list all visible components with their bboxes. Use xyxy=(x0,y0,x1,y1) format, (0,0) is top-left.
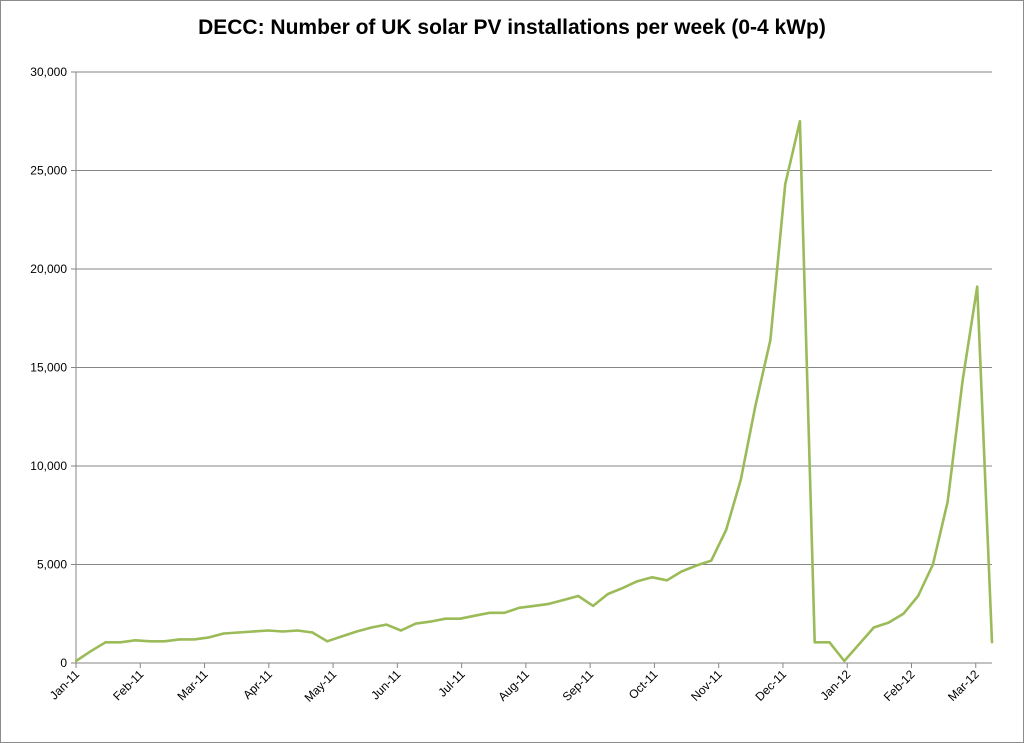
x-tick-label: Feb-11 xyxy=(110,667,146,703)
data-point xyxy=(739,478,742,481)
data-point xyxy=(562,598,565,602)
data-point xyxy=(399,629,403,632)
x-tick-label: Jan-11 xyxy=(47,667,82,702)
data-point xyxy=(724,528,728,532)
x-tick-label: Aug-11 xyxy=(495,667,532,704)
data-point xyxy=(281,630,284,633)
data-point xyxy=(990,641,994,644)
data-point xyxy=(326,640,329,643)
data-point xyxy=(591,604,595,608)
data-point xyxy=(754,403,757,407)
data-point xyxy=(458,617,462,620)
data-point xyxy=(931,563,935,566)
data-point xyxy=(961,380,964,383)
data-point xyxy=(296,629,299,632)
data-point xyxy=(828,641,831,644)
data-point xyxy=(207,636,211,639)
x-tick-label: Sep-11 xyxy=(560,667,597,704)
series-line xyxy=(75,120,994,663)
data-point xyxy=(946,500,949,503)
x-tick-label: Apr-11 xyxy=(240,667,275,702)
data-point xyxy=(857,643,861,646)
data-point xyxy=(104,641,107,644)
data-point xyxy=(74,659,78,663)
data-point xyxy=(340,635,344,638)
data-point xyxy=(252,630,255,633)
y-tick-label: 20,000 xyxy=(30,262,67,276)
data-point xyxy=(473,614,477,617)
x-tick-label: Dec-11 xyxy=(752,667,789,704)
y-tick-label: 10,000 xyxy=(30,459,67,473)
data-point xyxy=(429,620,432,623)
data-point xyxy=(488,611,491,614)
data-point xyxy=(266,629,270,632)
data-point xyxy=(680,570,683,573)
data-point xyxy=(119,641,122,644)
data-point xyxy=(385,623,388,626)
data-point xyxy=(665,579,669,582)
data-point xyxy=(89,650,93,653)
data-point xyxy=(813,641,816,644)
data-point xyxy=(414,622,417,625)
data-point xyxy=(163,640,166,643)
data-point xyxy=(532,604,536,608)
data-point xyxy=(577,594,580,598)
data-point xyxy=(769,338,772,342)
data-point xyxy=(444,617,447,620)
data-point xyxy=(902,612,905,615)
data-point xyxy=(636,580,639,583)
data-point xyxy=(193,638,196,641)
x-tick-label: Oct-11 xyxy=(626,667,661,702)
data-point xyxy=(518,606,521,609)
y-tick-label: 5,000 xyxy=(37,558,67,572)
y-tick-label: 15,000 xyxy=(30,361,67,375)
data-point xyxy=(710,559,713,562)
data-point xyxy=(503,611,506,614)
data-point xyxy=(547,602,550,606)
data-point xyxy=(355,630,358,633)
chart-title: DECC: Number of UK solar PV installation… xyxy=(198,16,826,39)
data-point xyxy=(651,576,654,579)
x-tick-label: Mar-12 xyxy=(945,667,982,704)
data-point xyxy=(843,659,846,663)
x-tick-label: Jun-11 xyxy=(368,667,403,702)
x-tick-label: May-11 xyxy=(302,667,340,705)
data-point xyxy=(606,592,610,596)
data-point xyxy=(621,586,624,590)
data-point xyxy=(311,631,314,634)
data-point xyxy=(695,564,698,567)
x-tick-label: Jul-11 xyxy=(435,667,468,700)
data-point xyxy=(798,120,802,123)
data-point xyxy=(237,631,240,634)
x-tick-label: Jan-12 xyxy=(817,667,853,703)
x-tick-label: Mar-11 xyxy=(175,667,211,703)
x-tick-label: Nov-11 xyxy=(688,667,725,704)
data-point xyxy=(784,183,787,186)
data-point xyxy=(872,626,875,629)
data-point xyxy=(133,639,137,642)
y-tick-label: 25,000 xyxy=(30,164,67,178)
data-point xyxy=(887,621,890,624)
data-point xyxy=(148,640,152,643)
data-point xyxy=(370,626,373,629)
data-point xyxy=(178,638,181,641)
y-tick-label: 0 xyxy=(60,656,67,670)
x-tick-label: Feb-12 xyxy=(881,667,918,704)
y-tick-label: 30,000 xyxy=(30,65,67,79)
data-point xyxy=(976,285,979,288)
data-point xyxy=(222,632,225,635)
data-point xyxy=(916,594,920,598)
